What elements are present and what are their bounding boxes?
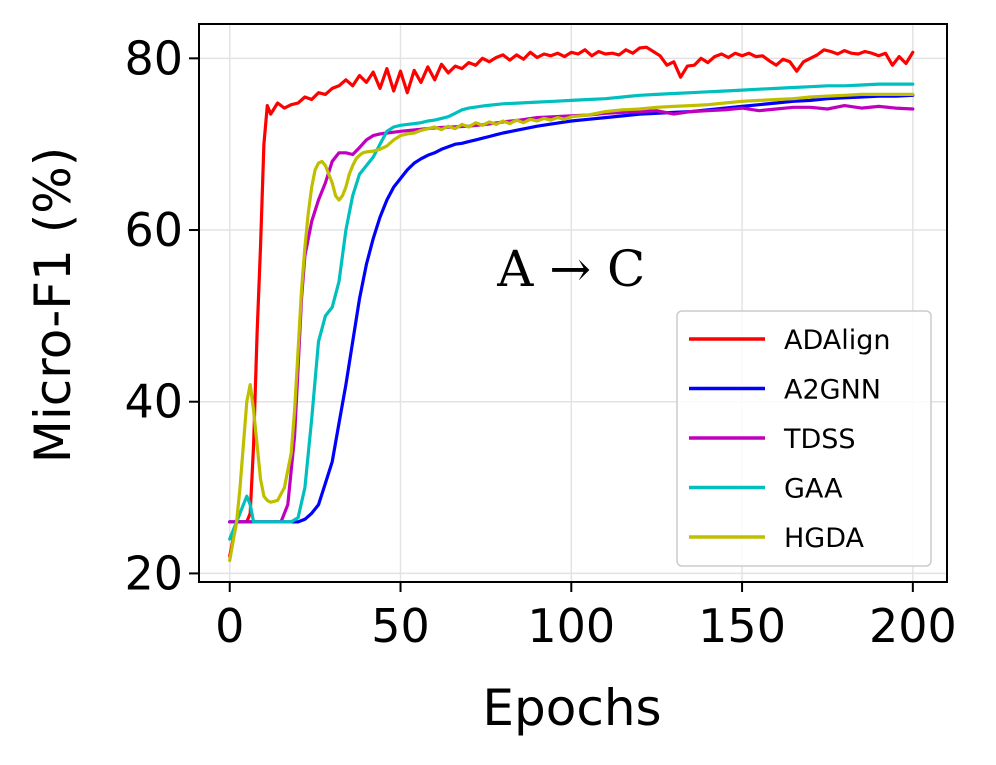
x-tick-label: 50 xyxy=(371,599,430,653)
legend-label-gaa: GAA xyxy=(784,474,843,505)
axis-ticks: 0 50 100 150 200 20 40 60 80 xyxy=(124,31,956,653)
legend-label-hgda: HGDA xyxy=(784,523,865,554)
y-tick-label: 40 xyxy=(124,375,183,429)
x-tick-label: 200 xyxy=(869,599,957,653)
y-tick-label: 80 xyxy=(124,31,183,85)
y-tick-label: 20 xyxy=(124,546,183,600)
legend-box xyxy=(676,310,932,567)
plot-lines xyxy=(228,45,915,563)
series-line-hgda xyxy=(228,92,915,563)
x-axis-label: Epochs xyxy=(482,679,661,737)
y-tick-label: 60 xyxy=(124,203,183,257)
x-tick-label: 100 xyxy=(527,599,615,653)
legend: ADAlign A2GNN TDSS GAA HGDA xyxy=(676,310,932,567)
plot-frame xyxy=(198,23,948,583)
series-line-a2gnn xyxy=(228,93,915,524)
x-tick-label: 0 xyxy=(215,599,244,653)
x-tick-label: 150 xyxy=(698,599,786,653)
legend-label-tdss: TDSS xyxy=(783,424,856,455)
legend-label-adalign: ADAlign xyxy=(784,325,891,356)
series-line-gaa xyxy=(228,82,915,541)
legend-label-a2gnn: A2GNN xyxy=(784,375,881,406)
annotation-label: A → C xyxy=(496,240,645,298)
series-line-adalign xyxy=(228,45,915,558)
y-axis-label: Micro-F1 (%) xyxy=(24,147,82,464)
